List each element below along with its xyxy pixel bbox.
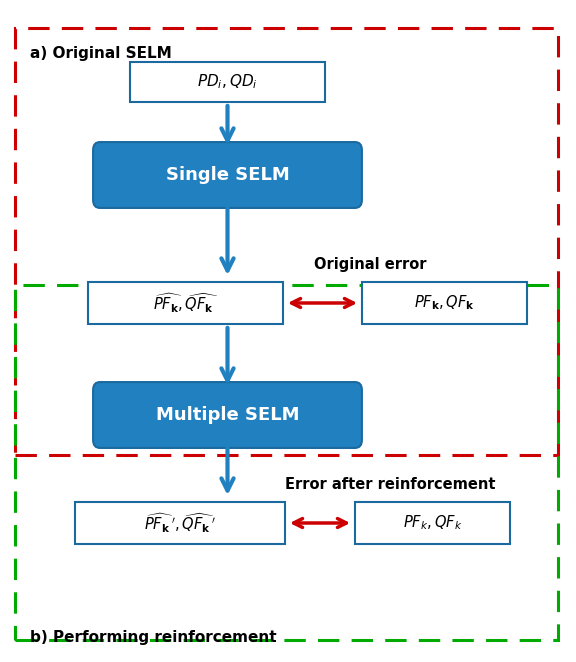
Text: $PF_{\mathbf{k}}, QF_{\mathbf{k}}$: $PF_{\mathbf{k}}, QF_{\mathbf{k}}$: [414, 294, 475, 312]
Text: $\widehat{PF_{\mathbf{k}}}\,', \widehat{QF_{\mathbf{k}}}\,'$: $\widehat{PF_{\mathbf{k}}}\,', \widehat{…: [144, 511, 216, 535]
FancyBboxPatch shape: [362, 282, 527, 324]
FancyBboxPatch shape: [93, 382, 362, 448]
Text: Single SELM: Single SELM: [166, 166, 289, 184]
Text: Original error: Original error: [314, 257, 426, 272]
Text: b) Performing reinforcement: b) Performing reinforcement: [30, 630, 276, 645]
Text: $\widehat{PF_{\mathbf{k}}}, \widehat{QF_{\mathbf{k}}}$: $\widehat{PF_{\mathbf{k}}}, \widehat{QF_…: [153, 291, 218, 315]
FancyBboxPatch shape: [93, 142, 362, 208]
FancyBboxPatch shape: [88, 282, 283, 324]
Text: a) Original SELM: a) Original SELM: [30, 46, 172, 61]
FancyBboxPatch shape: [130, 62, 325, 102]
Text: $PF_k, QF_k$: $PF_k, QF_k$: [403, 514, 462, 532]
Text: $PD_i, QD_i$: $PD_i, QD_i$: [197, 73, 258, 91]
FancyBboxPatch shape: [75, 502, 285, 544]
FancyBboxPatch shape: [355, 502, 510, 544]
Text: Error after reinforcement: Error after reinforcement: [285, 477, 495, 492]
Text: Multiple SELM: Multiple SELM: [156, 406, 300, 424]
